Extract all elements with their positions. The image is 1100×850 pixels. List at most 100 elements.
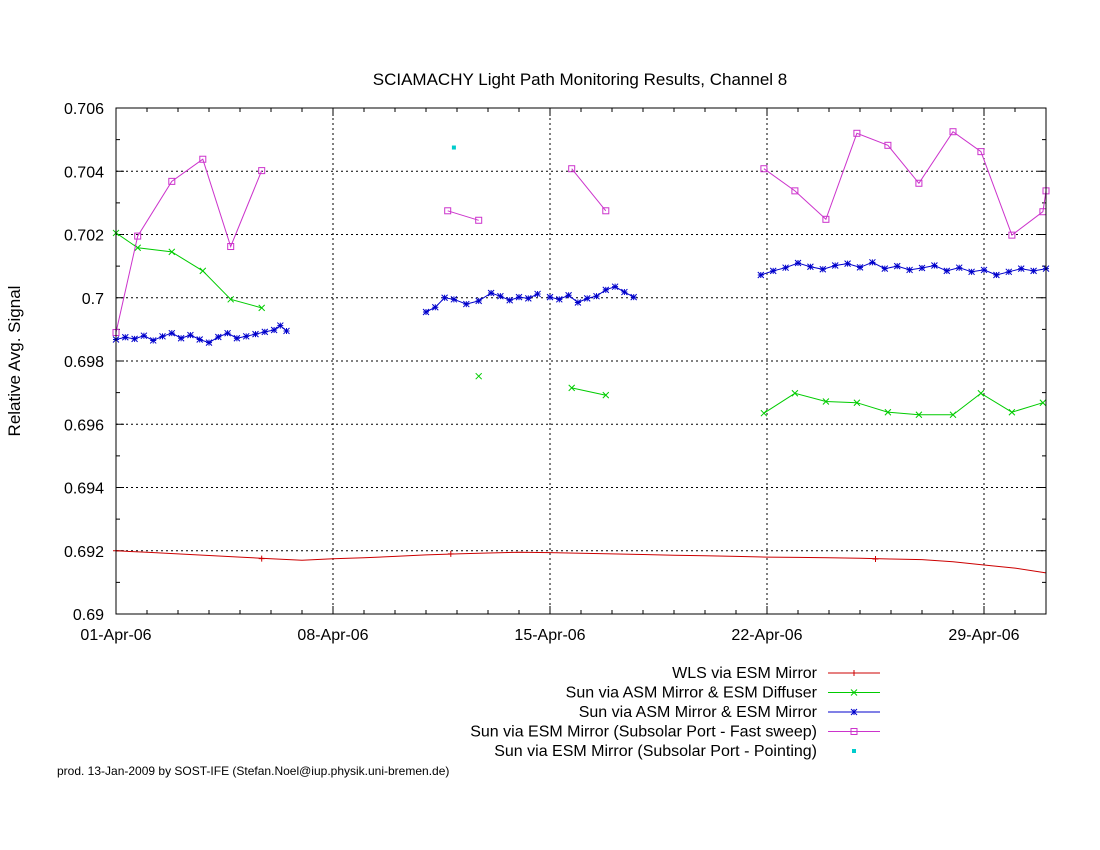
- data-point: [906, 266, 913, 274]
- data-point: [782, 264, 789, 272]
- data-point: [196, 336, 204, 343]
- legend-item: Sun via ESM Mirror (Subsolar Port - Fast…: [470, 724, 880, 741]
- data-point: [177, 334, 185, 342]
- legend-label: Sun via ASM Mirror & ESM Mirror: [579, 704, 818, 721]
- data-point: [487, 289, 495, 297]
- series-line: [571, 168, 607, 212]
- data-point: [872, 555, 879, 562]
- data-point: [475, 372, 483, 380]
- data-point: [159, 332, 166, 340]
- legend-marker: [850, 689, 858, 696]
- axis-ticks: 0.69 0.692 0.694 0.696 0.698 0.7 0.702 0.704 0.7…: [64, 101, 1046, 644]
- data-point: [168, 329, 176, 337]
- y-tick-label: 0.694: [64, 481, 104, 498]
- data-point: [555, 295, 563, 303]
- y-tick-label: 0.7: [82, 291, 104, 308]
- y-axis-label: Relative Avg. Signal: [5, 286, 24, 437]
- data-point: [568, 384, 576, 392]
- series-1: [113, 547, 1047, 574]
- grid-lines: [116, 108, 1046, 614]
- data-point: [1008, 408, 1016, 416]
- series-line: [571, 387, 606, 396]
- data-point: [506, 296, 514, 304]
- data-point: [791, 187, 799, 195]
- y-tick-label: 0.692: [64, 544, 104, 561]
- x-tick-label: 15-Apr-06: [514, 627, 585, 644]
- data-point: [270, 326, 278, 334]
- series-layer: [112, 128, 1050, 574]
- data-point: [168, 177, 176, 185]
- data-point: [140, 332, 148, 340]
- y-tick-label: 0.698: [64, 354, 104, 371]
- data-point: [224, 329, 231, 337]
- data-point: [583, 295, 591, 302]
- series-4: [112, 128, 1050, 337]
- data-point: [131, 335, 138, 343]
- data-point: [497, 292, 504, 300]
- data-point: [149, 337, 157, 344]
- data-point: [1039, 399, 1047, 407]
- x-tick-label: 01-Apr-06: [80, 627, 151, 644]
- data-point: [168, 248, 176, 256]
- data-point: [977, 148, 985, 156]
- data-point: [602, 207, 610, 215]
- data-point: [534, 290, 541, 298]
- data-point: [980, 266, 988, 274]
- data-point: [451, 145, 456, 150]
- data-point: [261, 328, 269, 336]
- legend: WLS via ESM Mirror Sun via ASM Mirror & E…: [470, 665, 880, 760]
- data-point: [199, 155, 207, 163]
- data-point: [422, 308, 430, 316]
- data-point: [853, 129, 861, 137]
- data-point: [258, 555, 265, 562]
- data-point: [546, 293, 554, 301]
- data-point: [884, 408, 892, 416]
- data-point: [1008, 231, 1016, 239]
- x-tick-label: 08-Apr-06: [297, 627, 368, 644]
- data-point: [968, 268, 975, 276]
- series-5: [451, 145, 456, 150]
- series-line: [549, 286, 634, 304]
- data-point: [977, 389, 985, 397]
- legend-marker: [850, 708, 858, 716]
- production-footer: prod. 13-Jan-2009 by SOST-IFE (Stefan.No…: [57, 764, 450, 778]
- series-line: [115, 324, 287, 344]
- data-point: [233, 334, 241, 342]
- data-point: [611, 283, 619, 291]
- data-point: [602, 286, 610, 294]
- y-tick-label: 0.706: [64, 101, 104, 118]
- data-point: [258, 167, 266, 175]
- data-point: [227, 295, 235, 303]
- data-point: [602, 391, 610, 399]
- data-point: [450, 295, 458, 303]
- data-point: [915, 411, 923, 419]
- legend-label: WLS via ESM Mirror: [672, 665, 818, 682]
- y-tick-label: 0.69: [73, 607, 104, 624]
- data-point: [1030, 267, 1037, 275]
- data-point: [794, 259, 802, 267]
- data-point: [1005, 268, 1013, 276]
- chart-title: SCIAMACHY Light Path Monitoring Results,…: [373, 70, 788, 89]
- legend-label: Sun via ESM Mirror (Subsolar Port - Poin…: [494, 743, 817, 760]
- data-point: [565, 291, 572, 299]
- data-point: [893, 262, 901, 270]
- data-point: [214, 333, 222, 341]
- data-point: [444, 207, 452, 215]
- data-point: [918, 264, 926, 272]
- series-line: [115, 550, 1047, 574]
- data-point: [822, 398, 830, 405]
- series-line: [760, 261, 1047, 276]
- legend-item: WLS via ESM Mirror: [672, 665, 880, 682]
- data-point: [134, 232, 142, 240]
- data-point: [258, 304, 266, 312]
- legend-item: Sun via ASM Mirror & ESM Mirror: [579, 704, 880, 721]
- y-tick-label: 0.704: [64, 164, 104, 181]
- data-point: [1017, 265, 1025, 273]
- series-line: [115, 232, 262, 309]
- data-point: [993, 271, 1000, 279]
- series-line: [115, 158, 263, 333]
- data-point: [593, 292, 600, 300]
- series-line: [447, 210, 479, 221]
- data-point: [915, 179, 923, 187]
